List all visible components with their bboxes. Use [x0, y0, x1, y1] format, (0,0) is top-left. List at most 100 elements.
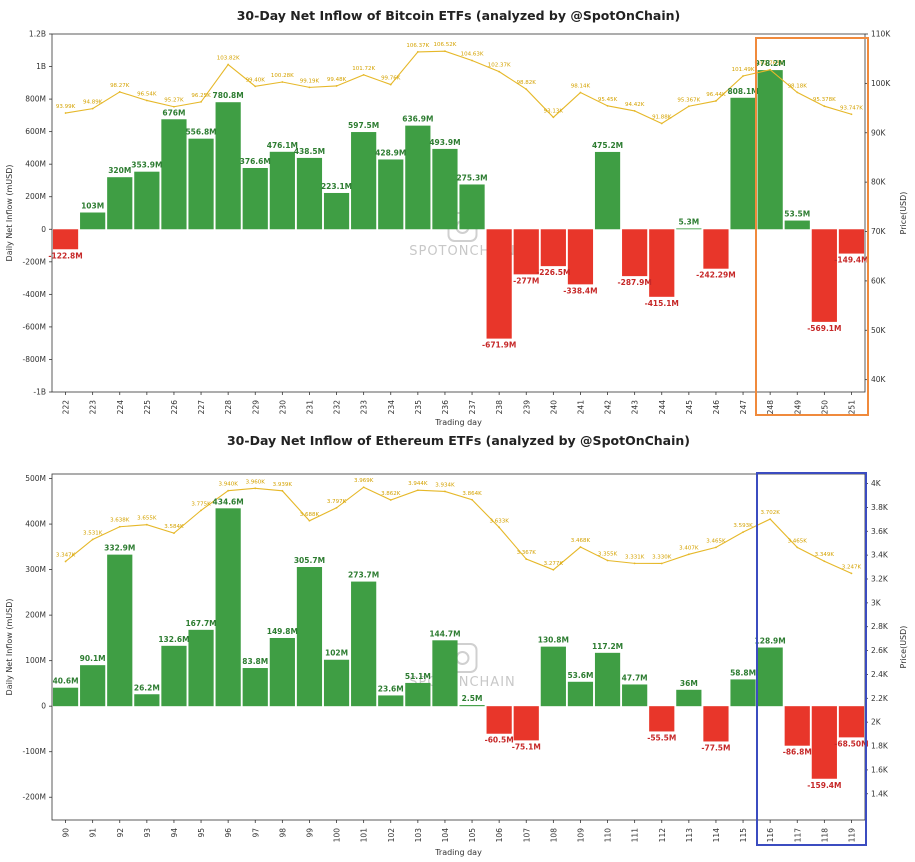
- price-point: [769, 68, 772, 71]
- bar: [676, 689, 702, 707]
- price-label: 95.378K: [813, 97, 836, 103]
- bar: [323, 192, 350, 230]
- price-point: [850, 113, 853, 116]
- price-label: 3.465K: [706, 538, 726, 544]
- bar: [676, 228, 702, 230]
- price-point: [227, 63, 230, 66]
- price-label: 98.27K: [110, 83, 130, 89]
- price-point: [362, 486, 365, 489]
- bar-value-label: 132.6M: [158, 635, 189, 644]
- watermark-lens-icon: [455, 651, 470, 665]
- bar: [242, 167, 268, 230]
- bar-value-label: -60.5M: [485, 736, 514, 745]
- price-point: [362, 73, 365, 76]
- y2-tick-label: 2.8K: [871, 622, 889, 631]
- price-label: 3.934K: [435, 482, 455, 488]
- bar-value-label: 780.8M: [213, 91, 244, 100]
- price-point: [687, 105, 690, 108]
- price-label: 101.49K: [732, 67, 755, 73]
- bar: [134, 694, 160, 707]
- bar-value-label: -415.1M: [645, 299, 679, 308]
- bar-value-label: -68.50M: [834, 739, 868, 748]
- bar-value-label: 26.2M: [134, 683, 160, 692]
- price-label: 93.99K: [56, 104, 76, 110]
- price-point: [660, 562, 663, 565]
- x-tick-label: 225: [143, 400, 152, 415]
- bar-value-label: 144.7M: [429, 629, 460, 638]
- x-tick-label: 112: [658, 828, 667, 843]
- bar: [703, 229, 729, 269]
- price-point: [416, 489, 419, 492]
- y2-tick-label: 1.6K: [871, 765, 889, 774]
- bar: [161, 645, 187, 707]
- price-point: [633, 562, 636, 565]
- y2-tick-label: 2K: [871, 718, 882, 727]
- bar: [838, 229, 865, 254]
- y2-tick-label: 50K: [871, 326, 887, 335]
- y2-tick-label: 90K: [871, 128, 887, 137]
- y2-tick-label: 3.8K: [871, 503, 889, 512]
- bar: [296, 157, 323, 230]
- x-tick-label: 232: [333, 400, 342, 415]
- bar: [594, 652, 621, 707]
- y-tick-label: -800M: [23, 355, 47, 364]
- y2-axis-label: Price(USD): [899, 626, 908, 669]
- price-label: 3.531K: [83, 531, 103, 537]
- x-tick-label: 238: [495, 400, 504, 415]
- x-tick-label: 241: [576, 400, 585, 415]
- price-point: [742, 531, 744, 534]
- price-point: [552, 568, 555, 571]
- y-tick-label: -200M: [23, 257, 47, 266]
- x-tick-label: 228: [224, 400, 233, 415]
- price-label: 3.465K: [788, 538, 808, 544]
- y-tick-label: -600M: [23, 322, 47, 331]
- bar: [269, 637, 295, 707]
- y-tick-label: 800M: [25, 95, 46, 104]
- x-tick-label: 242: [604, 400, 613, 415]
- bar-value-label: 556.8M: [185, 128, 216, 137]
- price-label: 3.355K: [598, 552, 618, 558]
- price-label: 3.468K: [571, 538, 591, 544]
- bar-value-label: 305.7M: [294, 556, 325, 565]
- bar: [567, 681, 594, 707]
- price-label: 99.48K: [327, 77, 347, 83]
- bar-value-label: 128.9M: [755, 637, 786, 646]
- x-tick-label: 107: [522, 828, 531, 843]
- bar: [811, 706, 837, 779]
- x-tick-label: 244: [658, 400, 667, 415]
- y2-tick-label: 100K: [871, 79, 891, 88]
- plot-frame: [51, 33, 866, 393]
- bar: [188, 629, 214, 707]
- price-point: [471, 59, 473, 62]
- x-tick-label: 118: [820, 828, 829, 843]
- x-tick-label: 104: [441, 828, 450, 843]
- price-point: [498, 70, 501, 73]
- bar: [622, 684, 648, 707]
- bar-value-label: 83.8M: [242, 657, 268, 666]
- price-label: 96.25K: [191, 93, 211, 99]
- price-label: 3.584K: [164, 524, 184, 530]
- y-tick-label: 1.2B: [29, 30, 46, 39]
- bar-value-label: 40.6M: [53, 677, 79, 686]
- price-point: [498, 526, 501, 529]
- y2-tick-label: 3K: [871, 598, 882, 607]
- bar: [351, 581, 377, 707]
- bar: [757, 70, 783, 230]
- bar-value-label: -77.5M: [701, 743, 730, 752]
- bar-value-label: 636.9M: [402, 115, 433, 124]
- x-tick-label: 117: [793, 828, 802, 843]
- x-tick-label: 108: [549, 828, 558, 843]
- y-axis-label: Daily Net Inflow (mUSD): [5, 165, 14, 262]
- bar: [378, 695, 404, 707]
- y-tick-label: 500M: [25, 474, 46, 483]
- bar: [513, 706, 539, 741]
- highlight-box: [755, 37, 869, 416]
- bar: [432, 148, 458, 230]
- price-label: 102.37K: [488, 63, 511, 69]
- bar-value-label: -287.9M: [617, 278, 651, 287]
- x-tick-label: 115: [739, 828, 748, 843]
- price-point: [389, 499, 392, 501]
- price-point: [145, 523, 148, 526]
- x-tick-label: 109: [576, 828, 585, 843]
- price-point: [579, 91, 582, 94]
